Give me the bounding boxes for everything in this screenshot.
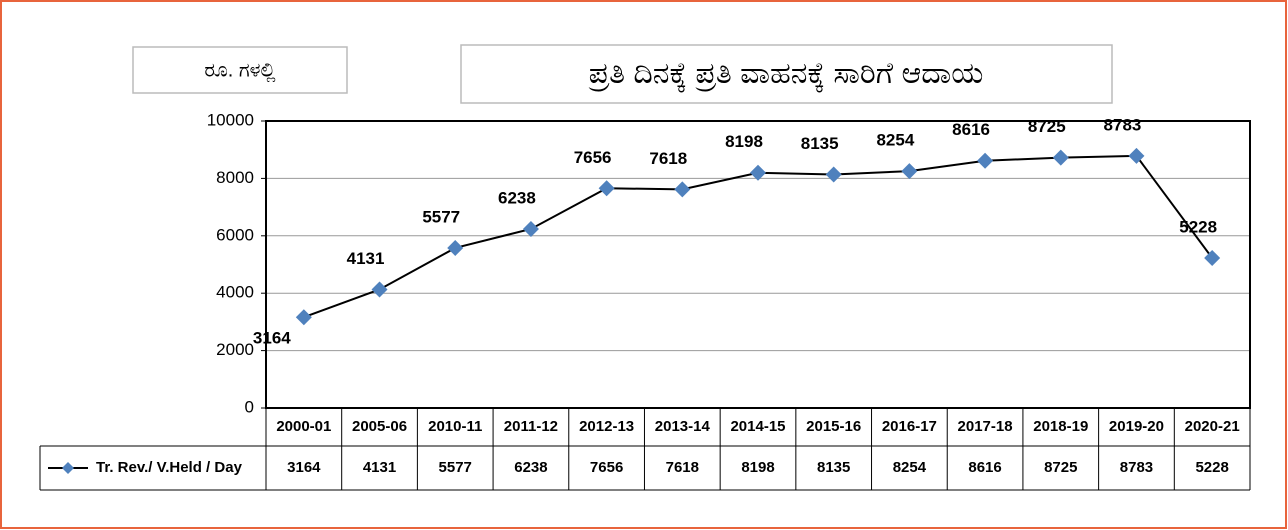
table-value: 4131 [363,459,396,476]
x-tick-label: 2012-13 [579,418,634,435]
data-label: 5577 [422,207,460,226]
x-tick-label: 2015-16 [806,418,861,435]
table-value: 8135 [817,459,850,476]
x-tick-label: 2016-17 [882,418,937,435]
data-point [1128,147,1145,164]
y-tick-label: 8000 [216,168,254,187]
y-tick-label: 0 [245,397,254,416]
data-point [825,166,842,183]
title-box [460,44,1113,104]
x-tick-label: 2019-20 [1109,418,1164,435]
data-label: 8198 [725,132,763,151]
unit-label: ರೂ. ಗಳಲ್ಲಿ [204,59,276,82]
x-tick-label: 2018-19 [1033,418,1088,435]
data-label: 4131 [347,249,385,268]
data-point [295,309,312,326]
data-label: 8783 [1104,115,1142,134]
table-value: 8254 [893,459,927,476]
data-label: 3164 [253,329,291,348]
y-tick-label: 2000 [216,340,254,359]
chart-title: ಪ್ರತಿ ದಿನಕ್ಕೆ ಪ್ರತಿ ವಾಹನಕ್ಕೆ ಸಾರಿಗೆ ಆದಾಯ [588,57,983,93]
data-label: 7618 [649,149,687,168]
table-value: 8198 [741,459,774,476]
table-value: 6238 [514,459,547,476]
data-point [598,180,615,197]
unit-box [132,46,348,94]
data-label: 8254 [876,131,914,150]
x-tick-label: 2017-18 [958,418,1013,435]
x-tick-label: 2013-14 [655,418,711,435]
data-point [522,220,539,237]
table-value: 8616 [968,459,1001,476]
data-label: 8725 [1028,117,1066,136]
x-tick-label: 2010-11 [428,418,482,435]
table-value: 8783 [1120,459,1153,476]
data-point [371,281,388,298]
table-value: 5228 [1195,459,1228,476]
x-tick-label: 2000-01 [276,418,331,435]
data-label: 6238 [498,188,536,207]
x-tick-label: 2014-15 [730,418,785,435]
data-label: 7656 [574,148,612,167]
data-point [1052,149,1069,166]
legend-marker [62,462,74,474]
table-value: 5577 [439,459,472,476]
table-value: 7618 [666,459,699,476]
data-point [750,164,766,181]
table-value: 7656 [590,459,623,476]
plot-frame [265,120,1251,409]
x-tick-label: 2020-21 [1185,418,1240,435]
data-point [1204,249,1221,266]
y-tick-label: 4000 [216,283,254,302]
data-point [901,163,918,180]
x-tick-label: 2005-06 [352,418,407,435]
table-value: 8725 [1044,459,1077,476]
data-label: 8616 [952,120,990,139]
y-tick-label: 6000 [216,225,254,244]
data-point [674,181,691,198]
legend-label: Tr. Rev./ V.Held / Day [96,459,243,476]
data-label: 8135 [801,134,839,153]
x-tick-label: 2011-12 [504,418,558,435]
data-label: 5228 [1179,217,1217,236]
data-point [977,152,994,169]
table-value: 3164 [287,459,321,476]
y-tick-label: 10000 [207,110,254,129]
data-point [447,239,464,256]
